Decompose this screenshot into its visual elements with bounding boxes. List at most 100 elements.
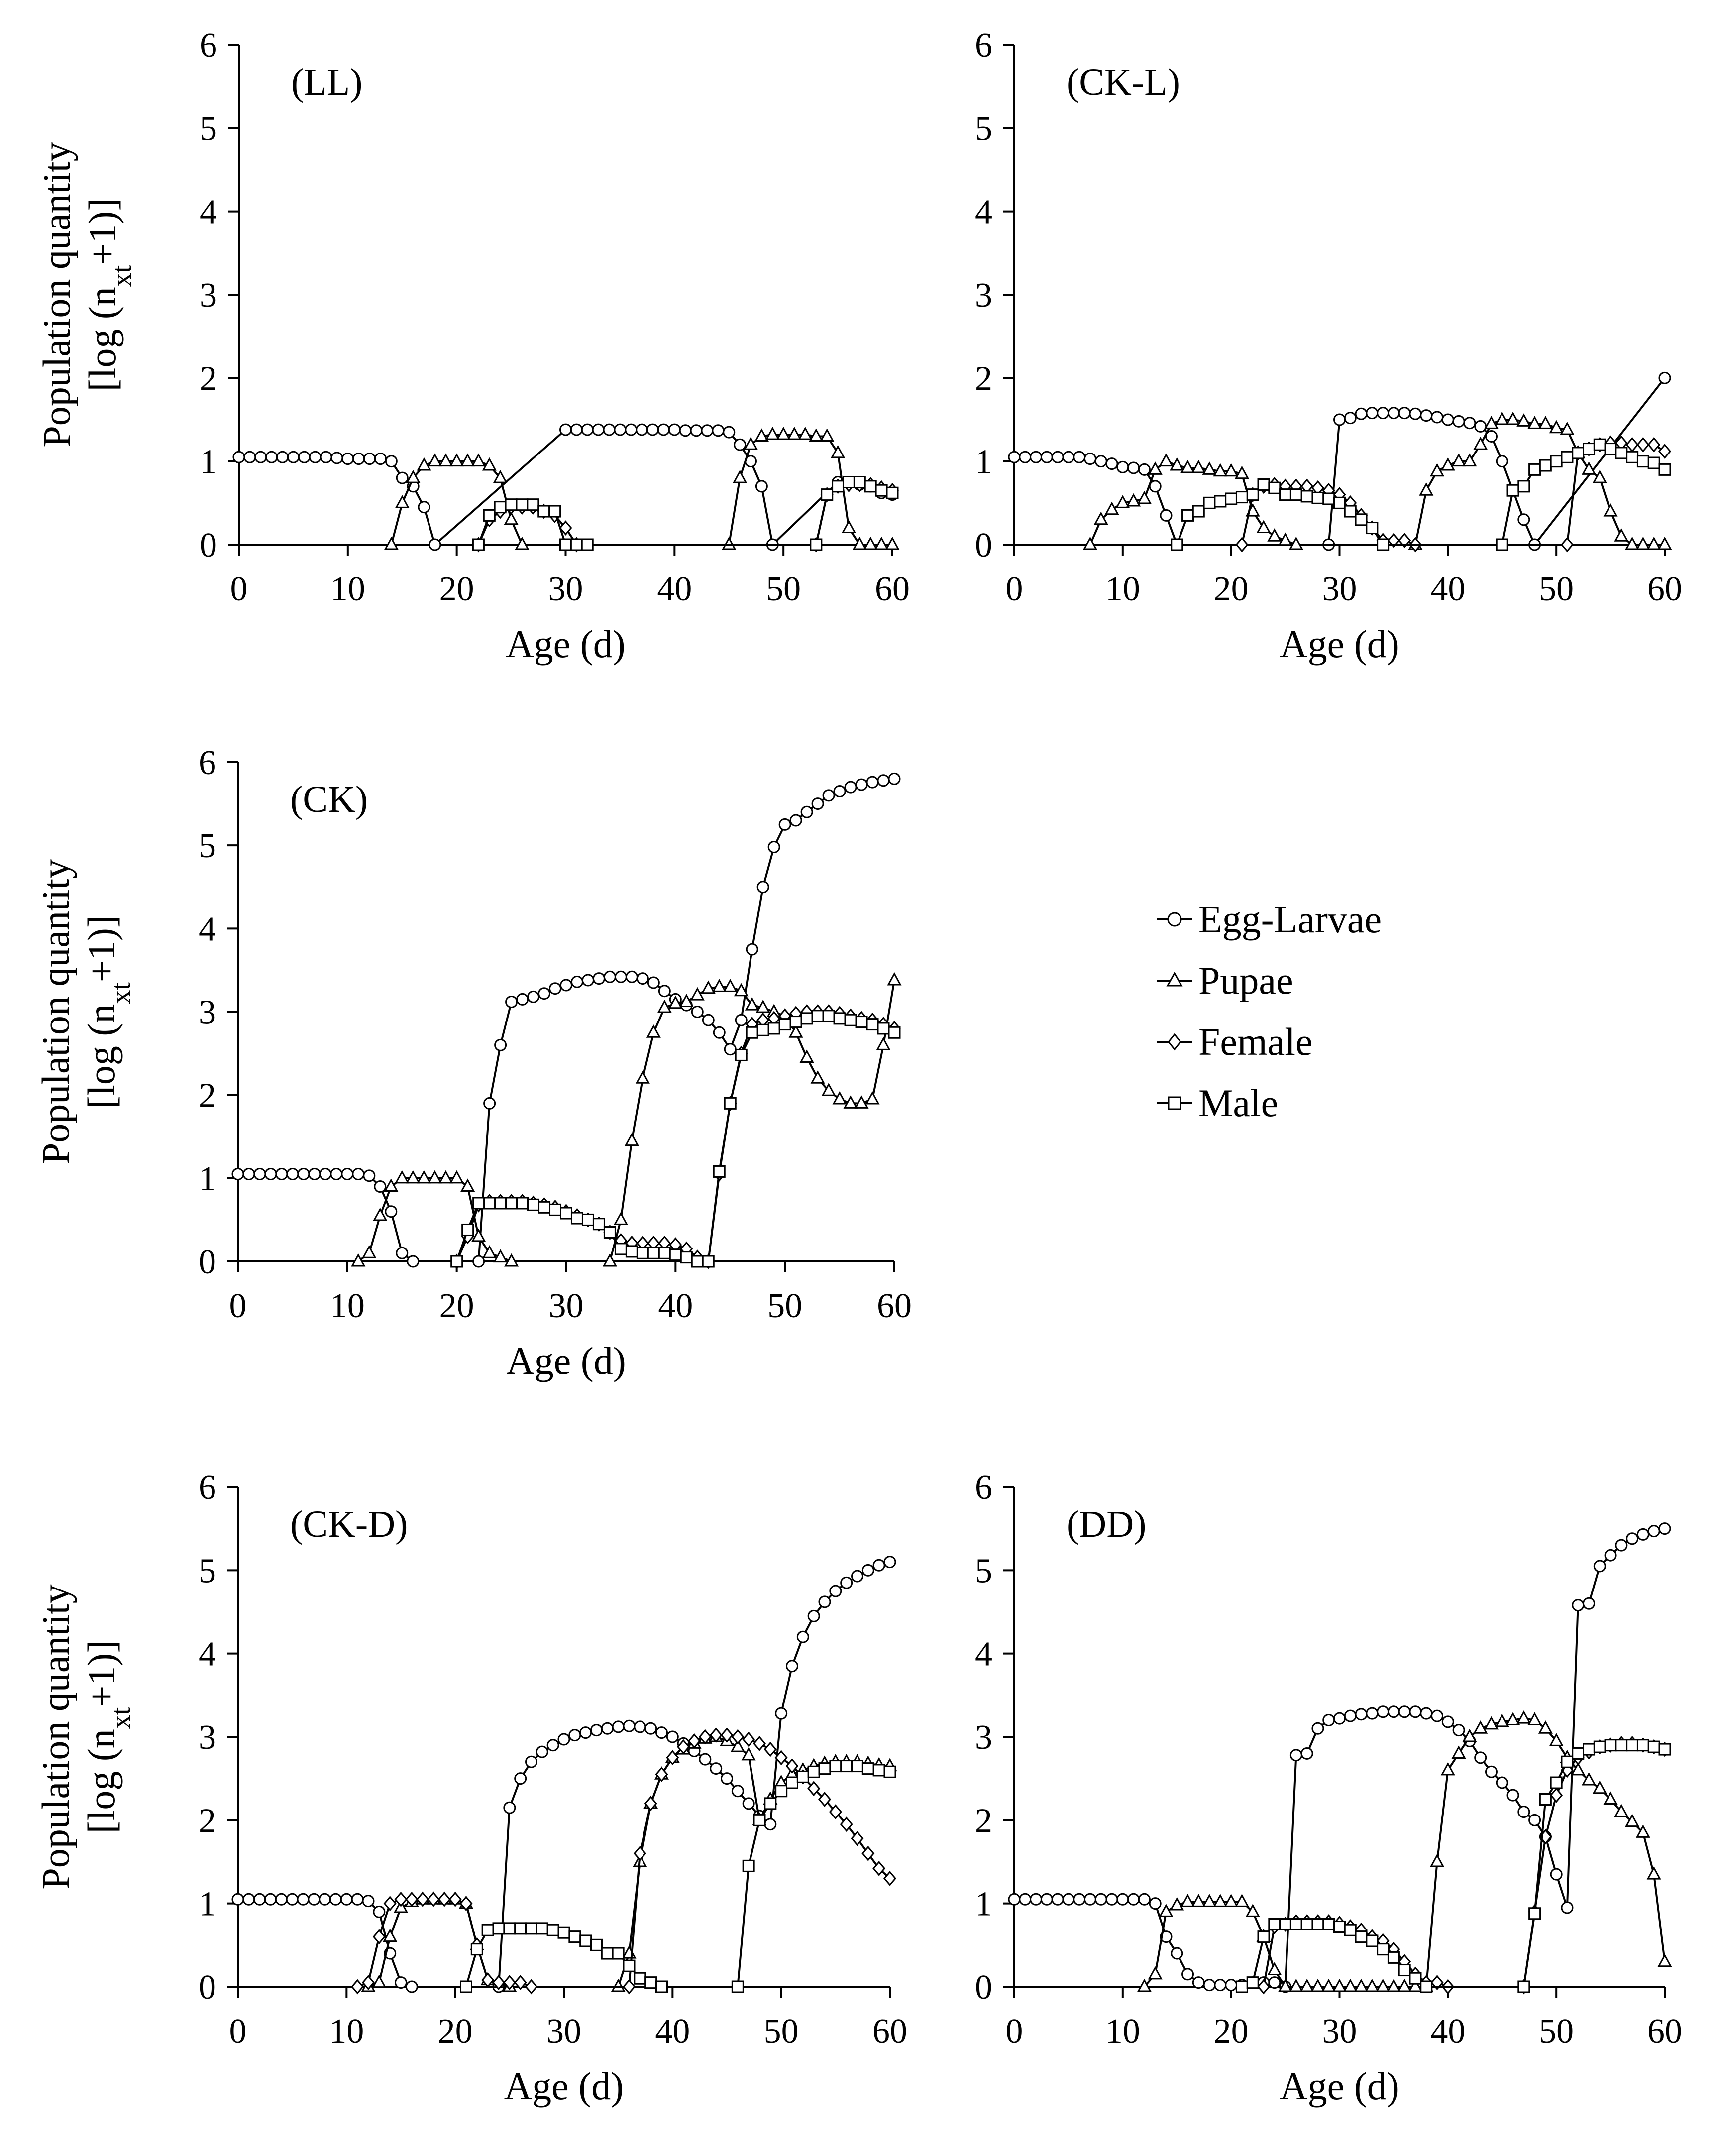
egg-larvae-point xyxy=(1268,1976,1281,1989)
egg-larvae-point xyxy=(647,976,660,989)
egg-larvae-point xyxy=(1105,457,1118,470)
pupae-point xyxy=(657,1000,672,1013)
egg-larvae-point xyxy=(764,1818,777,1831)
male-point xyxy=(1550,455,1563,468)
egg-larvae-point xyxy=(525,1755,537,1768)
female-point xyxy=(362,1975,375,1990)
egg-larvae-point xyxy=(341,1167,354,1180)
egg-larvae-point xyxy=(1409,1705,1422,1718)
egg-larvae-point xyxy=(657,423,670,436)
pupae-point xyxy=(1440,1762,1455,1776)
egg-larvae-point xyxy=(1073,451,1086,463)
male-point xyxy=(1561,451,1574,463)
female-point xyxy=(383,1896,397,1911)
male-point xyxy=(796,1770,809,1783)
egg-larvae-point xyxy=(1420,409,1433,422)
female-point xyxy=(559,520,572,536)
egg-larvae-point xyxy=(1387,1705,1400,1718)
x-tick-label: 20 xyxy=(438,2012,473,2050)
pupae-point xyxy=(1614,1804,1629,1817)
male-point xyxy=(1171,538,1183,551)
pupae-point xyxy=(1646,536,1661,550)
egg-larvae-point xyxy=(329,1893,342,1906)
male-point xyxy=(1246,488,1259,501)
egg-larvae-point xyxy=(625,423,638,436)
egg-larvae-point xyxy=(723,426,736,439)
egg-larvae-point xyxy=(1431,1709,1444,1722)
pupae-point xyxy=(776,426,791,440)
egg-larvae-point xyxy=(1593,1560,1606,1573)
panel-label: (CK-D) xyxy=(290,1503,408,1545)
pupae-point xyxy=(690,987,705,1001)
female-point xyxy=(785,1758,799,1774)
x-tick-label: 0 xyxy=(230,570,248,608)
egg-larvae-point xyxy=(570,423,583,436)
y-tick-label: 3 xyxy=(975,276,992,315)
male-point xyxy=(1235,491,1248,504)
x-tick-label: 50 xyxy=(1539,570,1574,608)
female-point xyxy=(851,1830,864,1846)
egg-larvae-point xyxy=(308,1167,321,1180)
x-tick-label: 0 xyxy=(229,2012,247,2050)
egg-larvae-point xyxy=(1355,1708,1368,1721)
egg-larvae-point xyxy=(1289,1749,1302,1762)
female-point xyxy=(427,1891,440,1907)
x-tick-label: 60 xyxy=(872,2012,907,2050)
egg-larvae-point xyxy=(807,1609,820,1622)
egg-larvae-point xyxy=(396,471,409,484)
male-point xyxy=(1626,451,1639,463)
x-tick-label: 20 xyxy=(439,570,474,608)
female-point xyxy=(416,1891,429,1907)
series-female xyxy=(351,1727,896,1995)
egg-larvae-point xyxy=(614,423,627,436)
pupae-point xyxy=(701,980,716,994)
female-point xyxy=(709,1727,723,1743)
pupae-point xyxy=(1473,1720,1488,1734)
male-point xyxy=(636,1247,649,1259)
egg-larvae-point xyxy=(1105,1893,1118,1906)
egg-larvae-point xyxy=(231,1167,244,1180)
egg-larvae-point xyxy=(872,1559,885,1572)
pupae-point xyxy=(1321,1978,1336,1992)
female-point xyxy=(1560,537,1574,553)
egg-larvae-point xyxy=(844,781,857,794)
egg-larvae-point xyxy=(1138,463,1151,476)
egg-larvae-point xyxy=(840,1576,853,1589)
egg-larvae-point xyxy=(800,805,813,818)
egg-larvae-point xyxy=(1214,1979,1227,1992)
pupae-point xyxy=(809,428,824,442)
male-point xyxy=(1572,1747,1585,1760)
legend-item-egg-larvae: Egg-Larvae xyxy=(1157,898,1382,941)
pupae-point xyxy=(493,470,508,483)
pupae-point xyxy=(471,453,486,467)
egg-larvae-point xyxy=(298,451,311,463)
egg-larvae-point xyxy=(786,1660,798,1673)
egg-larvae-point xyxy=(811,797,824,810)
female-point xyxy=(1235,537,1249,553)
egg-larvae-point xyxy=(275,1893,288,1906)
male-point xyxy=(601,1947,614,1960)
y-axis-title-line1: Population quantity xyxy=(34,859,77,1164)
egg-larvae-point xyxy=(1192,1976,1205,1989)
male-point xyxy=(829,1760,842,1773)
egg-larvae-point xyxy=(1171,1947,1183,1960)
male-point xyxy=(1311,1918,1324,1930)
female-point xyxy=(372,1929,386,1944)
egg-larvae-point xyxy=(789,814,802,827)
egg-larvae-point xyxy=(679,424,692,437)
x-tick-label: 20 xyxy=(1214,570,1249,608)
male-point xyxy=(1366,1934,1379,1947)
pupae-point xyxy=(1234,465,1249,479)
y-tick-label: 4 xyxy=(199,910,216,948)
egg-larvae-point xyxy=(658,985,671,998)
egg-larvae-point xyxy=(1355,407,1368,420)
female-point xyxy=(861,1845,875,1861)
pupae-point xyxy=(1505,1712,1520,1726)
male-point xyxy=(886,486,899,499)
x-tick-label: 40 xyxy=(1430,2012,1465,2050)
female-point xyxy=(720,1727,734,1743)
male-point xyxy=(764,1797,777,1810)
egg-larvae-point xyxy=(395,1976,407,1989)
egg-larvae-point xyxy=(1474,420,1487,433)
